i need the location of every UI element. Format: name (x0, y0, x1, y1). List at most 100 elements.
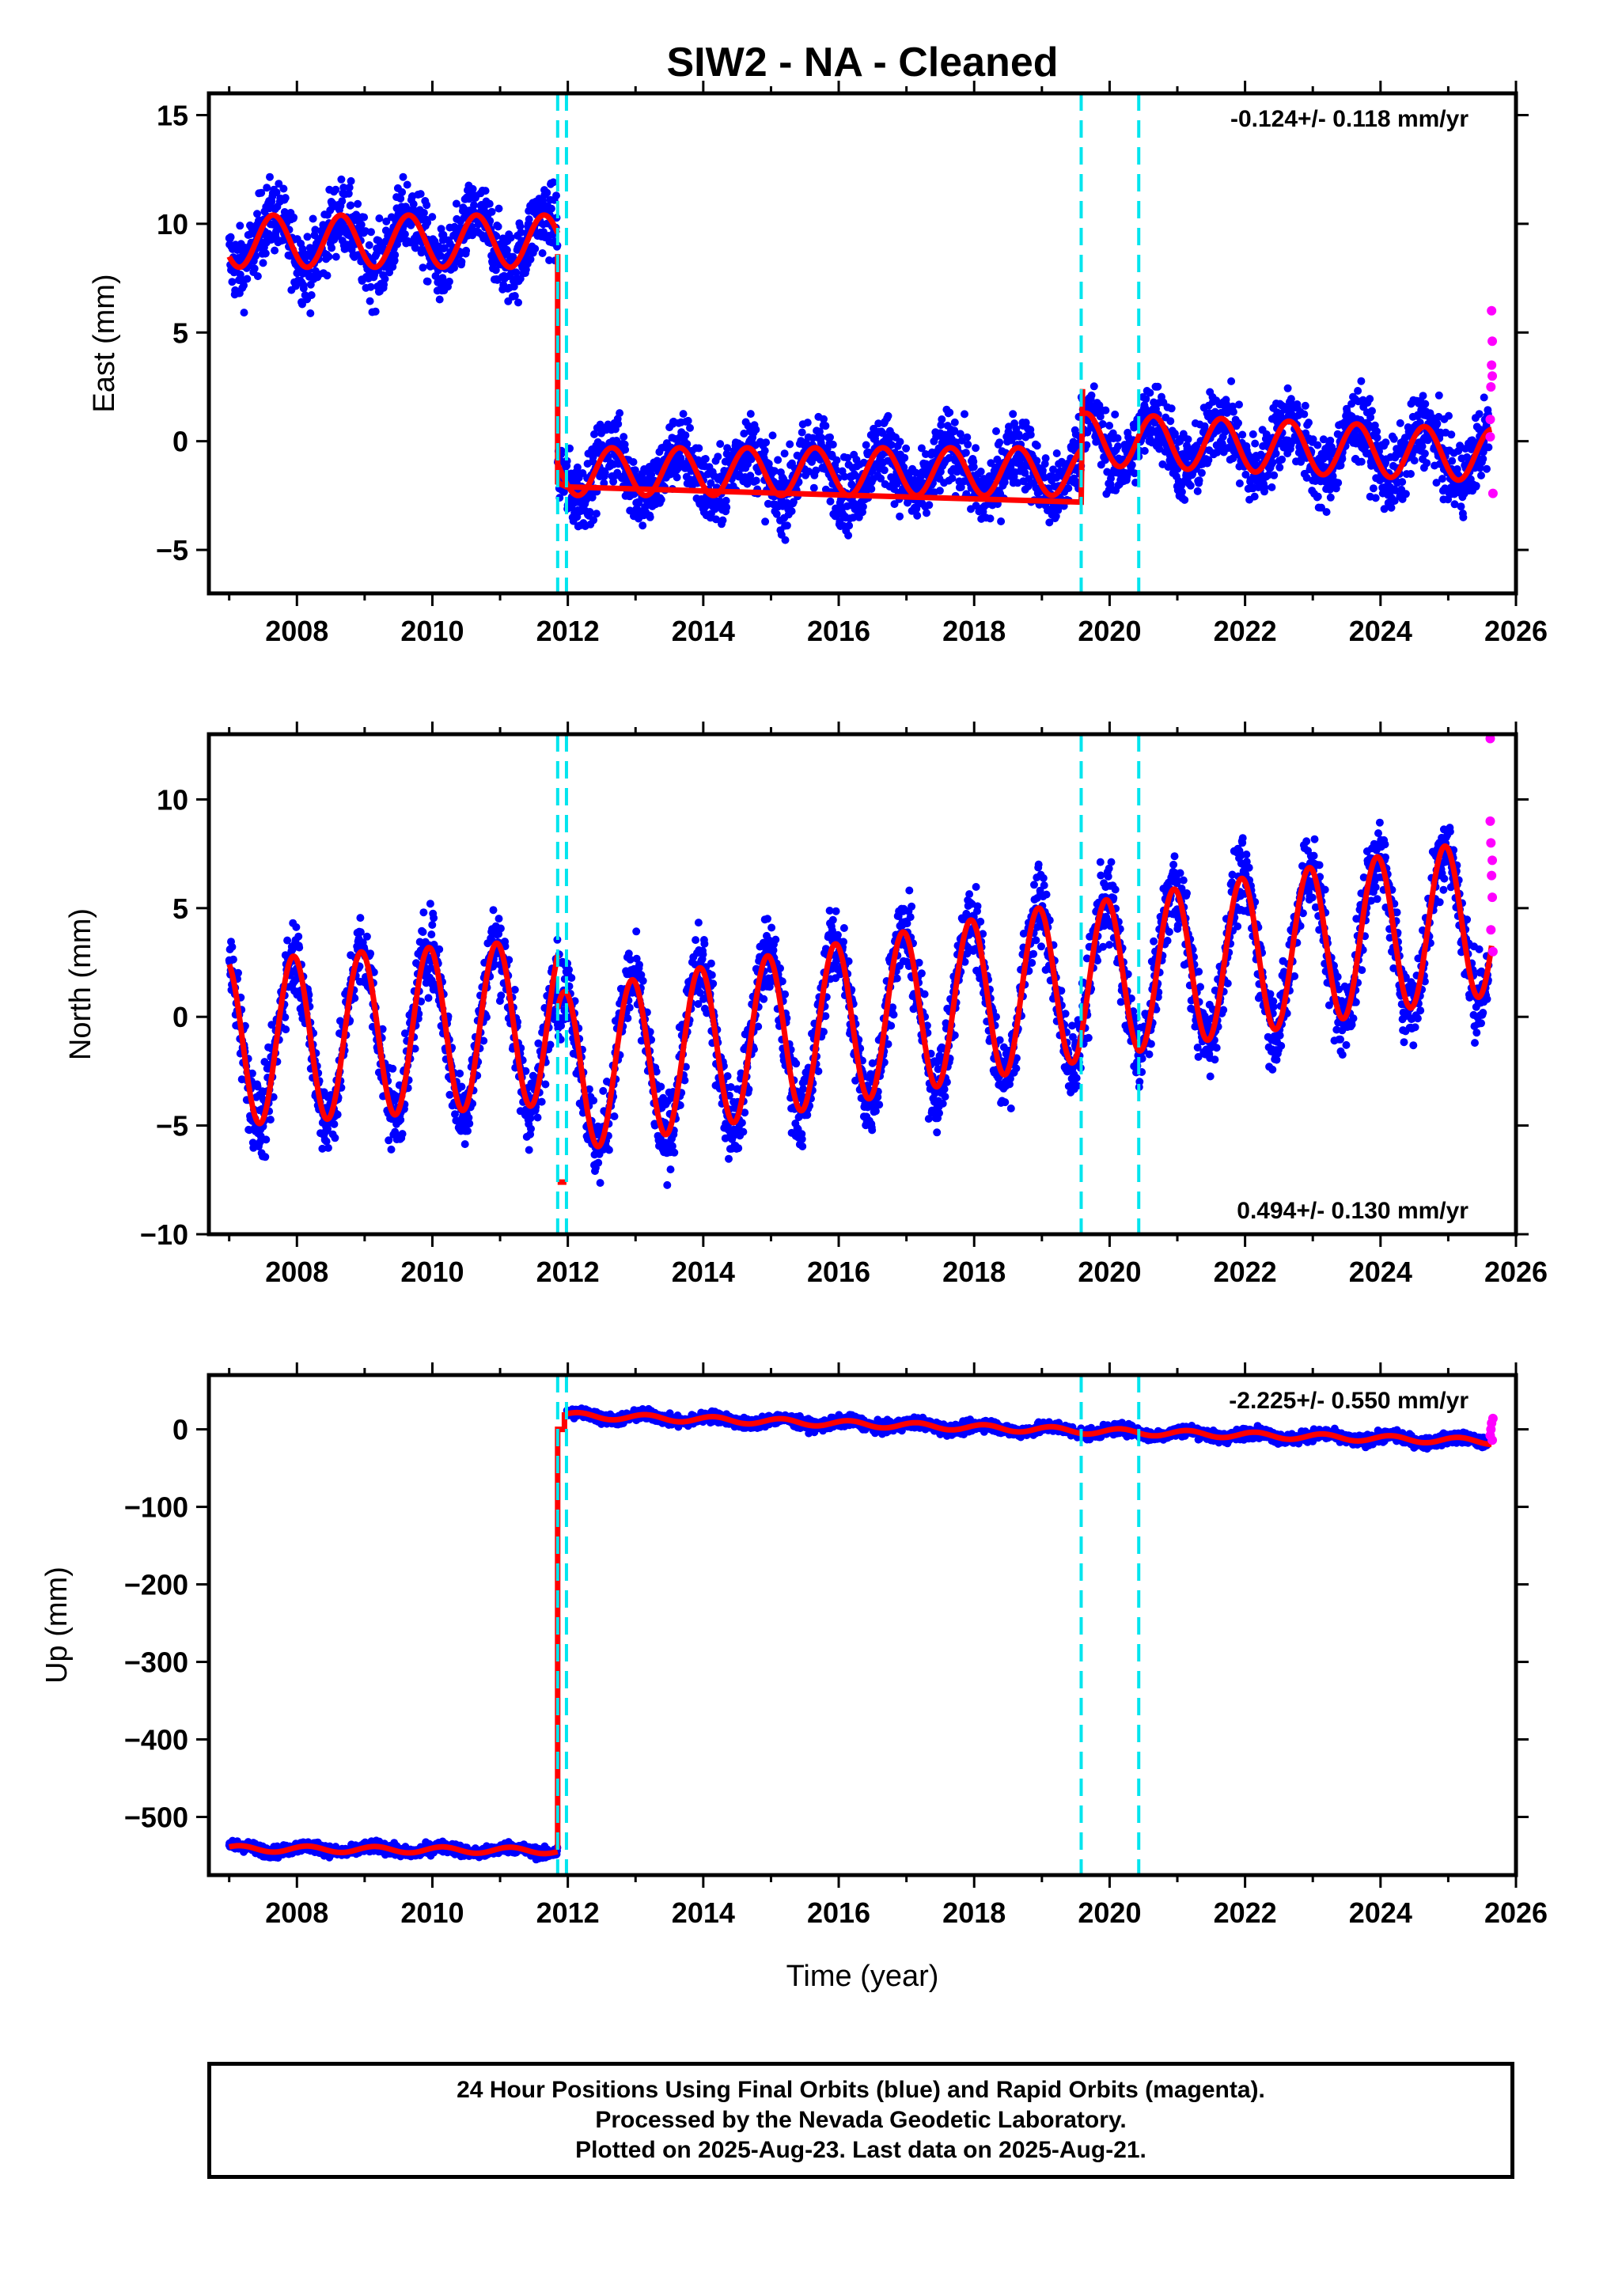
up-model-segment-3 (1078, 1426, 1494, 1448)
north-model-segment-3 (1078, 843, 1495, 1054)
up-x-tick-label: 2010 (400, 1896, 464, 1929)
east-x-tick-label: 2026 (1484, 615, 1548, 647)
east-x-tick-label: 2014 (672, 615, 735, 647)
east-x-tick-label: 2018 (942, 615, 1006, 647)
up-x-tick-label: 2026 (1484, 1896, 1548, 1929)
caption-line-1: 24 Hour Positions Using Final Orbits (bl… (457, 2077, 1265, 2103)
east-y-tick-label: 15 (157, 99, 188, 131)
up-model-step (555, 1412, 567, 1849)
east-plot-area (225, 93, 1498, 593)
east-x-tick-label: 2016 (807, 615, 870, 647)
north-x-tick-label: 2008 (265, 1256, 328, 1288)
up-x-tick-label: 2014 (672, 1896, 735, 1929)
up-y-tick-label: −200 (124, 1569, 188, 1601)
north-rate-label: 0.494+/- 0.130 mm/yr (1237, 1198, 1468, 1224)
up-plot-area (225, 1375, 1498, 1875)
north-x-tick-label: 2010 (400, 1256, 464, 1288)
up-rate-label: -2.225+/- 0.550 mm/yr (1229, 1388, 1468, 1414)
north-x-tick-label: 2014 (672, 1256, 735, 1288)
east-y-tick-label: 5 (172, 316, 188, 349)
east-x-tick-label: 2008 (265, 615, 328, 647)
north-y-tick-label: 0 (172, 1001, 188, 1033)
north-rapid-orbit-point (1487, 946, 1498, 957)
up-panel: 2008 2010 2012 2014 2016 2018 2020 2022 2024 2026… (40, 1362, 1548, 1929)
figure-title: SIW2 - NA - Cleaned (666, 40, 1058, 85)
north-rapid-orbit-point (1487, 870, 1497, 881)
east-model-segment-1 (226, 212, 561, 271)
north-rapid-orbit-point (1485, 816, 1495, 826)
up-y-tick-label: −100 (124, 1491, 188, 1524)
east-rapid-orbit-point (1487, 371, 1498, 381)
north-x-tick-label: 2020 (1078, 1256, 1141, 1288)
up-final-orbit-dots (225, 1404, 1493, 1864)
north-rapid-orbit-point (1486, 925, 1496, 935)
north-final-orbit-points (225, 818, 1493, 1189)
east-rapid-orbit-point (1485, 415, 1495, 425)
up-model-segment-1 (227, 1843, 560, 1857)
north-x-tick-label: 2026 (1484, 1256, 1548, 1288)
up-x-tick-label: 2022 (1214, 1896, 1277, 1929)
north-model-segment-1 (226, 940, 561, 1127)
north-frame (207, 732, 1518, 1237)
east-x-tick-label: 2012 (536, 615, 600, 647)
east-rapid-orbit-point (1487, 336, 1498, 347)
east-y-tick-label: −5 (156, 534, 188, 566)
caption-box: 24 Hour Positions Using Final Orbits (bl… (207, 2062, 1514, 2179)
up-y-axis-label: Up (mm) (40, 1567, 74, 1684)
east-x-tick-label: 2022 (1214, 615, 1277, 647)
north-x-tick-label: 2024 (1349, 1256, 1412, 1288)
east-rapid-orbit-point (1485, 432, 1495, 442)
east-rapid-orbit-point (1487, 360, 1497, 370)
up-rapid-orbit-point (1486, 1424, 1496, 1434)
north-rapid-orbit-point (1487, 855, 1498, 866)
north-x-tick-label: 2012 (536, 1256, 600, 1288)
up-x-tick-label: 2016 (807, 1896, 870, 1929)
north-rapid-orbit-point (1486, 838, 1496, 848)
up-y-tick-label: −400 (124, 1724, 188, 1756)
caption-line-2: Processed by the Nevada Geodetic Laborat… (595, 2107, 1127, 2133)
up-y-tick-label: 0 (172, 1414, 188, 1446)
up-frame (207, 1373, 1518, 1877)
east-frame (207, 91, 1518, 596)
east-x-tick-label: 2010 (400, 615, 464, 647)
up-x-tick-label: 2024 (1349, 1896, 1412, 1929)
north-x-tick-label: 2016 (807, 1256, 870, 1288)
east-rapid-orbit-point (1487, 488, 1498, 498)
north-final-orbit-dots (225, 818, 1493, 1189)
x-axis-label: Time (year) (786, 1960, 939, 1993)
north-panel: 2008 2010 2012 2014 2016 2018 2020 2022 2024 2026… (64, 722, 1548, 1288)
east-y-tick-label: 10 (157, 208, 188, 241)
north-rapid-orbit-point (1487, 892, 1498, 903)
up-y-tick-label: −500 (124, 1802, 188, 1834)
up-final-orbit-points (225, 1404, 1493, 1864)
up-model-segment-2 (564, 1409, 1084, 1437)
east-model-segment-3 (1078, 410, 1494, 483)
up-x-tick-label: 2008 (265, 1896, 328, 1929)
north-y-tick-label: −10 (140, 1218, 188, 1251)
north-y-tick-label: 10 (157, 783, 188, 816)
east-model-segment-2 (555, 445, 1084, 498)
east-panel: 2008 2010 2012 2014 2016 2018 2020 2022 2024 2026… (88, 81, 1548, 647)
up-x-tick-label: 2012 (536, 1896, 600, 1929)
east-y-axis-label: East (mm) (88, 274, 121, 412)
north-plot-area (225, 734, 1498, 1234)
up-y-tick-label: −300 (124, 1646, 188, 1679)
north-y-axis-label: North (mm) (64, 908, 97, 1060)
east-y-tick-label: 0 (172, 426, 188, 458)
north-x-tick-label: 2018 (942, 1256, 1006, 1288)
up-x-tick-label: 2020 (1078, 1896, 1141, 1929)
north-model-segment-2 (555, 905, 1084, 1150)
up-x-tick-label: 2018 (942, 1896, 1006, 1929)
east-x-tick-label: 2024 (1349, 615, 1412, 647)
caption-line-3: Plotted on 2025-Aug-23. Last data on 202… (575, 2137, 1146, 2163)
east-x-tick-label: 2020 (1078, 615, 1141, 647)
east-rate-label: -0.124+/- 0.118 mm/yr (1230, 106, 1468, 132)
north-y-tick-label: 5 (172, 892, 188, 925)
east-rapid-orbit-point (1487, 305, 1497, 316)
north-y-tick-label: −5 (156, 1110, 188, 1142)
up-rapid-orbit-point (1487, 1413, 1498, 1423)
north-x-tick-label: 2022 (1214, 1256, 1277, 1288)
up-rapid-orbit-point (1487, 1435, 1498, 1445)
east-rapid-orbit-point (1486, 381, 1496, 392)
north-rapid-orbit-point (1485, 734, 1495, 744)
